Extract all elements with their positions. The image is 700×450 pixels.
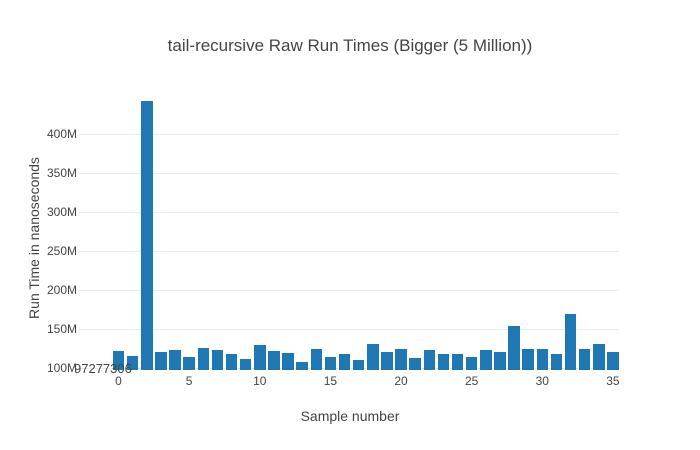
min-value-annotation: 97277306	[74, 361, 132, 376]
bar-sample-4[interactable]	[169, 350, 181, 370]
bar-sample-35[interactable]	[607, 351, 619, 370]
bar-sample-10[interactable]	[254, 344, 266, 370]
y-tick-label: 100M	[46, 360, 77, 375]
bar-sample-14[interactable]	[310, 348, 323, 370]
y-tick-label: 300M	[46, 204, 77, 219]
bar-sample-23[interactable]	[437, 354, 450, 370]
y-tick-label: 400M	[46, 126, 77, 141]
bar-sample-22[interactable]	[423, 350, 436, 370]
x-tick-label: 30	[535, 374, 549, 388]
x-tick-label: 15	[323, 374, 338, 388]
bar-sample-1[interactable]	[126, 355, 139, 370]
bar-sample-25[interactable]	[465, 356, 478, 370]
bar-sample-15[interactable]	[324, 357, 337, 370]
plot-area	[79, 93, 619, 370]
bar-sample-5[interactable]	[183, 356, 195, 370]
bar-sample-21[interactable]	[409, 357, 421, 370]
y-tick-label: 150M	[46, 321, 77, 336]
bar-sample-2[interactable]	[141, 101, 153, 370]
bar-sample-27[interactable]	[494, 351, 506, 370]
bar-sample-20[interactable]	[395, 348, 407, 370]
bar-sample-32[interactable]	[564, 313, 577, 370]
gridline	[79, 289, 619, 291]
bar-sample-33[interactable]	[578, 348, 591, 370]
bar-sample-6[interactable]	[197, 347, 209, 370]
bar-sample-11[interactable]	[268, 351, 280, 370]
gridline	[79, 172, 619, 174]
gridline	[79, 328, 619, 330]
bar-sample-30[interactable]	[536, 349, 549, 370]
bar-sample-31[interactable]	[550, 353, 563, 370]
bar-sample-24[interactable]	[451, 353, 464, 370]
bar-sample-28[interactable]	[508, 326, 520, 370]
gridline	[79, 250, 619, 252]
x-tick-label: 5	[185, 374, 193, 388]
bar-sample-19[interactable]	[381, 352, 393, 370]
bar-sample-7[interactable]	[211, 350, 224, 370]
x-tick-label: 35	[606, 374, 620, 388]
gridline	[79, 211, 619, 213]
gridline	[79, 133, 619, 135]
bar-sample-34[interactable]	[593, 344, 605, 370]
x-tick-label: 0	[115, 374, 122, 388]
bar-sample-12[interactable]	[282, 352, 294, 370]
bar-sample-17[interactable]	[352, 360, 365, 370]
bar-sample-18[interactable]	[367, 343, 379, 370]
bar-sample-29[interactable]	[522, 348, 534, 370]
x-tick-label: 20	[394, 374, 408, 388]
bar-sample-3[interactable]	[155, 352, 167, 370]
y-tick-label: 250M	[46, 243, 77, 258]
bar-sample-9[interactable]	[239, 359, 252, 370]
bar-sample-16[interactable]	[338, 353, 351, 370]
x-axis-title: Sample number	[300, 408, 400, 424]
bar-sample-13[interactable]	[296, 362, 308, 370]
y-tick-label: 350M	[46, 165, 77, 180]
x-tick-label: 10	[253, 374, 267, 388]
bar-sample-26[interactable]	[480, 349, 492, 370]
x-tick-label: 25	[464, 374, 479, 388]
chart-title: tail-recursive Raw Run Times (Bigger (5 …	[167, 36, 533, 55]
y-tick-label: 200M	[46, 282, 77, 297]
bar-sample-8[interactable]	[225, 353, 238, 370]
bar-sample-0[interactable]	[112, 351, 125, 370]
